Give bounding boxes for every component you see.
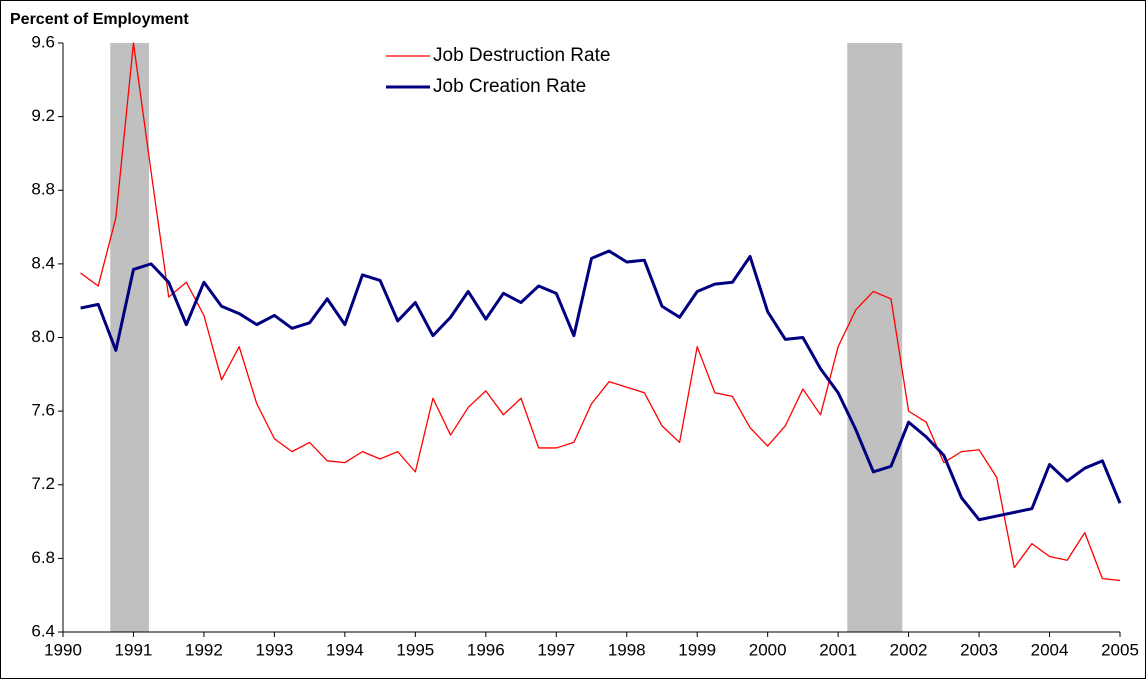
x-tick-label: 1997 <box>537 640 575 659</box>
y-tick-label: 6.4 <box>31 621 55 640</box>
y-tick-label: 8.4 <box>31 253 55 272</box>
x-tick-label: 1990 <box>44 640 82 659</box>
x-tick-label: 2003 <box>960 640 998 659</box>
x-tick-label: 1998 <box>608 640 646 659</box>
x-tick-label: 2005 <box>1101 640 1139 659</box>
x-tick-label: 1993 <box>255 640 293 659</box>
x-tick-label: 1994 <box>326 640 364 659</box>
recession-band <box>847 43 903 632</box>
y-tick-label: 6.8 <box>31 548 55 567</box>
y-tick-label: 7.2 <box>31 474 55 493</box>
x-tick-label: 1992 <box>185 640 223 659</box>
legend-label: Job Creation Rate <box>433 76 586 97</box>
x-tick-label: 1996 <box>467 640 505 659</box>
y-tick-label: 8.0 <box>31 327 55 346</box>
y-tick-label: 8.8 <box>31 180 55 199</box>
x-tick-label: 1995 <box>396 640 434 659</box>
y-axis-label: Percent of Employment <box>10 11 189 28</box>
series-line <box>80 249 1122 522</box>
x-tick-label: 2000 <box>749 640 787 659</box>
x-tick-label: 2004 <box>1031 640 1069 659</box>
y-tick-label: 9.6 <box>31 32 55 51</box>
recession-band <box>110 43 149 632</box>
x-tick-label: 1999 <box>678 640 716 659</box>
x-tick-label: 2001 <box>819 640 857 659</box>
legend-label: Job Destruction Rate <box>433 45 610 66</box>
x-tick-label: 2002 <box>890 640 928 659</box>
y-tick-label: 9.2 <box>31 106 55 125</box>
x-tick-label: 1991 <box>115 640 153 659</box>
y-tick-label: 7.6 <box>31 401 55 420</box>
